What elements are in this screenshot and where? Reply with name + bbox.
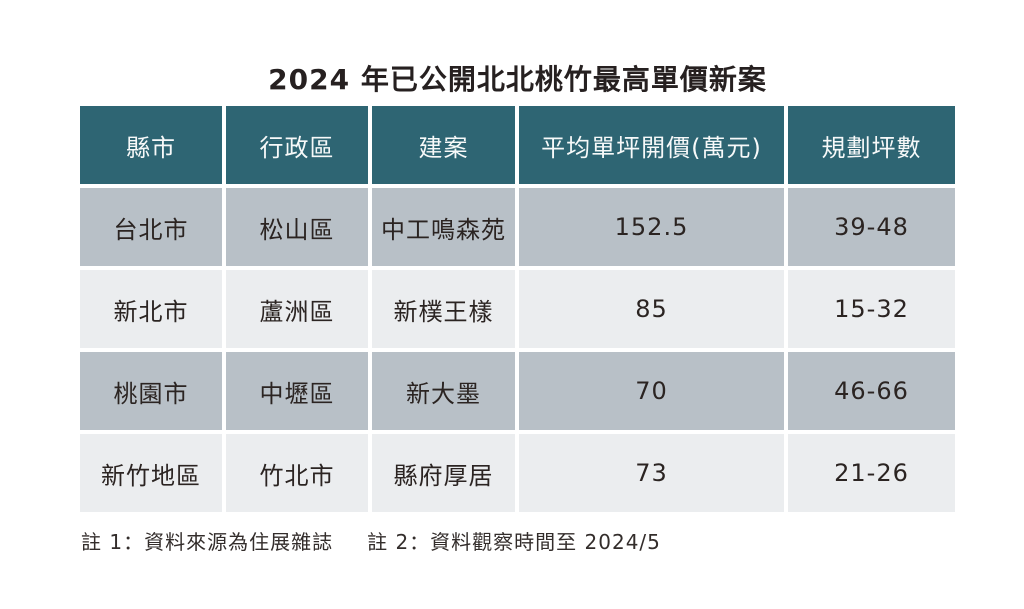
data-table: 縣市 行政區 建案 平均單坪開價(萬元) 規劃坪數 台北市 松山區 中工鳴森苑 … [80, 106, 955, 512]
table-cell: 竹北市 [226, 434, 368, 512]
table-cell: 73 [519, 434, 784, 512]
header-cell-district: 行政區 [226, 106, 368, 184]
table-cell: 39-48 [788, 188, 955, 266]
footnote-2: 註 2：資料觀察時間至 2024/5 [367, 530, 661, 554]
table-cell: 蘆洲區 [226, 270, 368, 348]
header-cell-county: 縣市 [80, 106, 222, 184]
table-cell: 新樸王樣 [372, 270, 515, 348]
table-cell: 70 [519, 352, 784, 430]
header-cell-avg-price: 平均單坪開價(萬元) [519, 106, 784, 184]
table-cell: 新大墨 [372, 352, 515, 430]
header-cell-project: 建案 [372, 106, 515, 184]
table-cell: 85 [519, 270, 784, 348]
page-title: 2024 年已公開北北桃竹最高單價新案 [268, 63, 767, 96]
table-cell: 46-66 [788, 352, 955, 430]
footnote-1: 註 1：資料來源為住展雜誌 [81, 530, 334, 554]
table-cell: 新北市 [80, 270, 222, 348]
table-cell: 松山區 [226, 188, 368, 266]
table-cell: 桃園市 [80, 352, 222, 430]
table-cell: 中壢區 [226, 352, 368, 430]
table-cell: 縣府厚居 [372, 434, 515, 512]
header-cell-size-range: 規劃坪數 [788, 106, 955, 184]
table-cell: 21-26 [788, 434, 955, 512]
footnotes: 註 1：資料來源為住展雜誌 註 2：資料觀察時間至 2024/5 [81, 526, 661, 555]
table-cell: 台北市 [80, 188, 222, 266]
table-cell: 15-32 [788, 270, 955, 348]
table-cell: 中工鳴森苑 [372, 188, 515, 266]
table-cell: 新竹地區 [80, 434, 222, 512]
table-cell: 152.5 [519, 188, 784, 266]
